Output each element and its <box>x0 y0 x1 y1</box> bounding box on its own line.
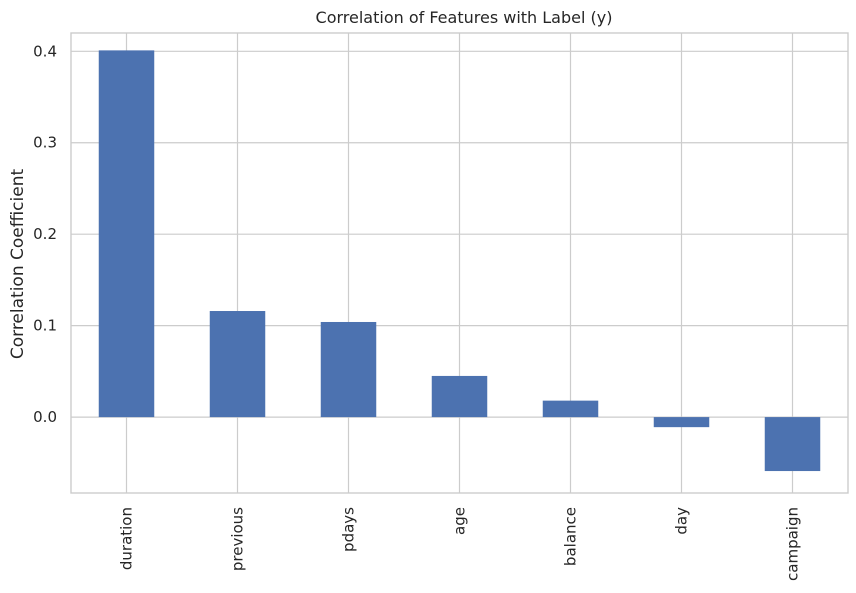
chart-title: Correlation of Features with Label (y) <box>316 8 613 27</box>
bar-campaign <box>764 417 821 472</box>
x-tick-label: age <box>451 507 469 535</box>
bar-layer <box>98 50 821 472</box>
y-tick-label: 0.3 <box>33 134 57 152</box>
x-tick-label: previous <box>229 507 247 571</box>
bar-duration <box>98 50 155 418</box>
x-tick-label: balance <box>562 507 580 566</box>
y-tick-label: 0.4 <box>33 42 57 60</box>
y-tick-label: 0.2 <box>33 225 57 243</box>
y-tick-label: 0.1 <box>33 317 57 335</box>
x-tick-label: day <box>673 507 691 535</box>
x-tick-layer: duration previous pdays age balance day campai… <box>118 507 802 581</box>
grid-layer <box>71 33 848 493</box>
x-tick-label: pdays <box>340 507 358 552</box>
bar-age <box>431 375 488 418</box>
plot-frame <box>70 32 849 494</box>
y-tick-layer: 0.0 0.1 0.2 0.3 0.4 <box>33 42 57 426</box>
bar-day <box>653 417 710 428</box>
y-tick-label: 0.0 <box>33 408 57 426</box>
y-axis-label: Correlation Coefficient <box>8 169 28 360</box>
bar-previous <box>209 311 266 418</box>
bar-pdays <box>320 321 377 418</box>
x-tick-label: campaign <box>784 507 802 581</box>
bar-balance <box>542 400 599 418</box>
x-tick-label: duration <box>118 507 136 570</box>
